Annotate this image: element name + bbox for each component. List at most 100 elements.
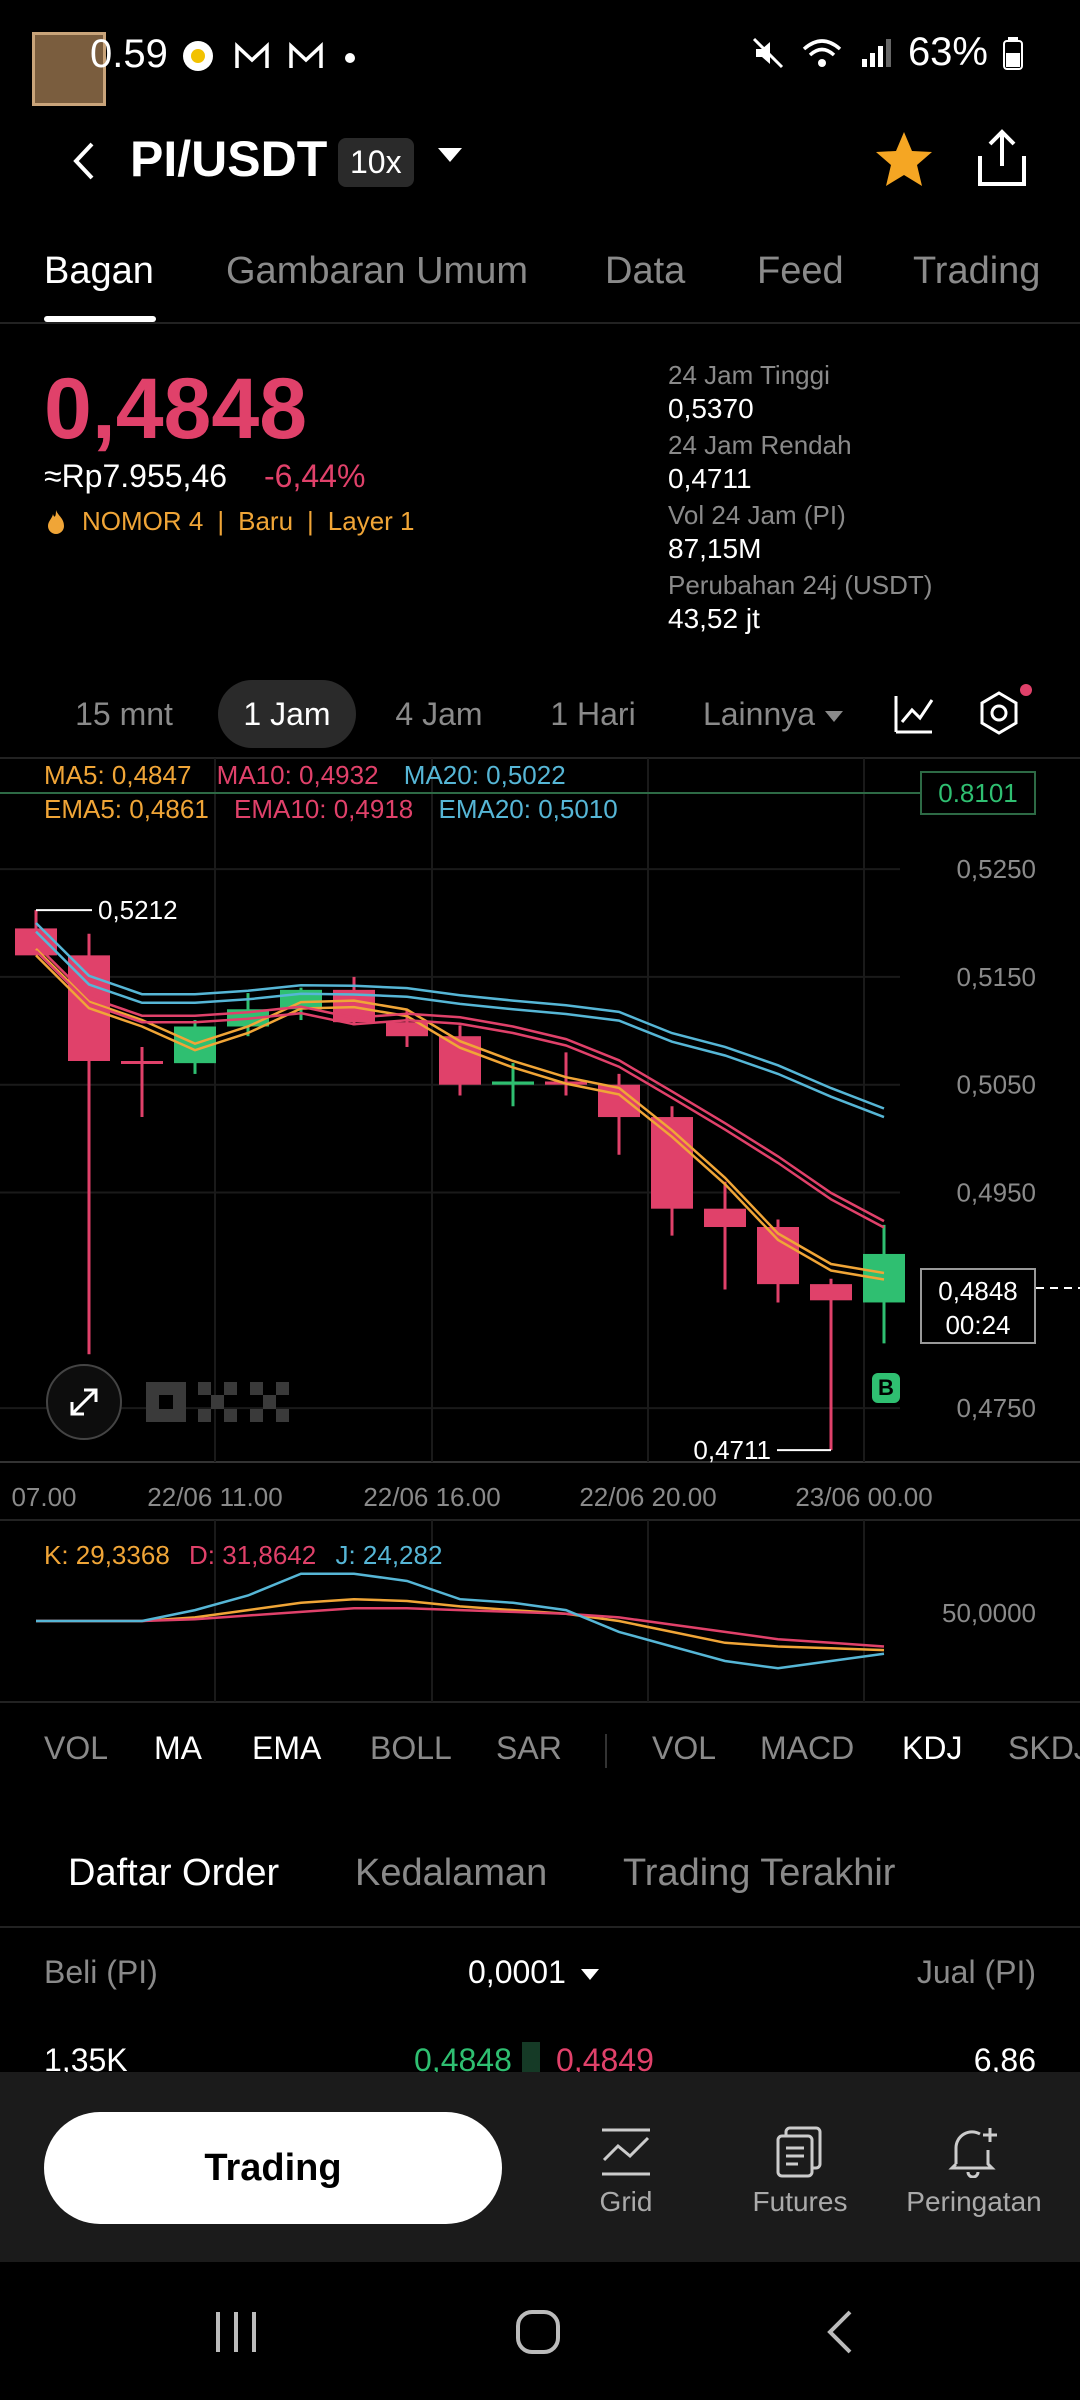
kdj-axis-label: 50,0000 (942, 1598, 1036, 1628)
candle-body (598, 1084, 640, 1118)
tab-trading[interactable]: Trading (913, 250, 1041, 292)
price-chart[interactable]: 0,5250 0,5150 0,5050 0,4950 0,4750 07.00 22/06… (0, 756, 1080, 1706)
x-tick-label: 22/06 20.00 (579, 1482, 716, 1512)
tab-daftar-order[interactable]: Daftar Order (68, 1852, 280, 1894)
candle-body (439, 1036, 481, 1085)
new-tag[interactable]: Baru (238, 506, 294, 536)
tab-gambaran-umum[interactable]: Gambaran Umum (226, 250, 528, 292)
change-percent: -6,44% (264, 458, 366, 494)
orderbook-tabs: Daftar Order Kedalaman Trading Terakhir (0, 1852, 1080, 1928)
candle-body (386, 1022, 428, 1037)
ma-legend: MA5: 0,4847 MA10: 0,4932 MA20: 0,5022 (44, 760, 584, 791)
pair-header: PI/USDT 10x (0, 120, 1080, 210)
candle-countdown: 00:24 (945, 1310, 1011, 1340)
ind-skdj[interactable]: SKDJ (1008, 1730, 1080, 1766)
ma10-value: MA10: 0,4932 (216, 760, 379, 790)
nav-back-icon[interactable] (812, 2302, 872, 2362)
futures-label: Futures (752, 2186, 848, 2217)
buy-marker[interactable]: B (872, 1373, 900, 1403)
mail-icon (235, 41, 269, 68)
tab-bagan[interactable]: Bagan (44, 250, 154, 292)
status-time: 0.59 (90, 32, 168, 76)
interval-1d[interactable]: 1 Hari (550, 696, 636, 732)
ema20-value: EMA20: 0,5010 (438, 794, 618, 824)
notification-icons (178, 36, 360, 76)
interval-4h[interactable]: 4 Jam (395, 696, 483, 732)
ma20-value: MA20: 0,5022 (403, 760, 566, 790)
ma5-line (35, 954, 885, 1281)
grid-button[interactable]: Grid (556, 2126, 696, 2218)
ind-boll[interactable]: BOLL (370, 1730, 452, 1766)
ind-macd[interactable]: MACD (760, 1730, 855, 1766)
interval-more[interactable]: Lainnya (688, 680, 858, 748)
candlestick-chart[interactable]: 0,5250 0,5150 0,5050 0,4950 0,4750 07.00 22/06… (0, 756, 1080, 1706)
ind-ma[interactable]: MA (154, 1730, 202, 1766)
ind-sar[interactable]: SAR (496, 1730, 562, 1766)
main-tabs: Bagan Gambaran Umum Data Feed Trading (0, 240, 1080, 324)
system-nav-bar (0, 2262, 1080, 2400)
tab-trading-terakhir[interactable]: Trading Terakhir (623, 1852, 896, 1894)
back-arrow-icon[interactable] (60, 136, 110, 186)
stats-panel: 24 Jam Tinggi 0,5370 24 Jam Rendah 0,471… (668, 358, 932, 638)
buy-header: Beli (PI) (44, 1954, 158, 1990)
last-price-tag: 0,4848 00:24 (920, 1268, 1036, 1344)
grid-label: Grid (599, 2186, 653, 2217)
ind-vol-sub[interactable]: VOL (652, 1730, 717, 1766)
ind-vol[interactable]: VOL (44, 1730, 109, 1766)
price-step-value: 0,0001 (468, 1954, 566, 1990)
indicator-divider (605, 1734, 607, 1768)
home-icon[interactable] (508, 2302, 568, 2362)
star-icon[interactable] (872, 128, 936, 192)
interval-1h[interactable]: 1 Jam (218, 680, 356, 748)
alert-button[interactable]: Peringatan (904, 2126, 1044, 2218)
ema10-line (35, 943, 885, 1223)
ma10-line (35, 950, 885, 1229)
layer-tag[interactable]: Layer 1 (327, 506, 415, 536)
ema5-value: EMA5: 0,4861 (44, 794, 209, 824)
rank-tag[interactable]: NOMOR 4 (82, 506, 204, 536)
grid-icon (602, 2128, 650, 2176)
y-tick-label: 0,5250 (956, 854, 1036, 884)
pair-dropdown-icon[interactable] (438, 148, 462, 162)
stat-value-volume: 87,15M (668, 533, 762, 564)
chevron-down-icon (825, 711, 844, 723)
tag-separator: | (217, 506, 225, 536)
ind-ema[interactable]: EMA (252, 1730, 322, 1766)
tab-kedalaman[interactable]: Kedalaman (355, 1852, 548, 1894)
settings-icon[interactable] (976, 690, 1022, 736)
expand-icon (70, 1388, 98, 1416)
chevron-down-icon (580, 1969, 599, 1981)
interval-15m[interactable]: 15 mnt (75, 696, 173, 732)
x-tick-label: 07.00 (11, 1482, 76, 1512)
bell-plus-icon (948, 2128, 997, 2178)
futures-button[interactable]: Futures (730, 2126, 870, 2218)
tab-data[interactable]: Data (605, 250, 686, 292)
ema-legend: EMA5: 0,4861 EMA10: 0,4918 EMA20: 0,5010 (44, 794, 636, 825)
dot-icon (345, 53, 355, 63)
ma5-value: MA5: 0,4847 (44, 760, 192, 790)
okx-watermark-logo (146, 1380, 296, 1439)
y-tick-label: 0,5150 (956, 962, 1036, 992)
indicator-chart-icon[interactable] (892, 692, 936, 736)
pair-title[interactable]: PI/USDT (130, 131, 328, 187)
battery-icon (1003, 36, 1023, 70)
share-icon[interactable] (972, 126, 1032, 190)
price-step-select[interactable]: 0,0001 (468, 1954, 599, 1991)
leverage-badge[interactable]: 10x (338, 138, 414, 187)
ema20-line (35, 930, 885, 1119)
indicator-tabs: VOL MA EMA BOLL SAR VOL MACD KDJ SKDJ (0, 1722, 1080, 1782)
stat-label-volume: Vol 24 Jam (PI) (668, 500, 846, 530)
candle-body (121, 1060, 163, 1064)
ind-kdj[interactable]: KDJ (902, 1730, 963, 1766)
kdj-legend: K: 29,3368 D: 31,8642 J: 24,282 (44, 1540, 454, 1571)
trading-button[interactable]: Trading (44, 2112, 502, 2224)
futures-icon (776, 2126, 822, 2178)
fullscreen-button[interactable] (46, 1364, 122, 1440)
tab-feed[interactable]: Feed (757, 250, 844, 292)
recent-apps-icon[interactable] (206, 2302, 266, 2362)
token-tags: NOMOR 4 | Baru | Layer 1 (44, 506, 415, 537)
media-icon (183, 41, 213, 71)
ema10-value: EMA10: 0,4918 (234, 794, 414, 824)
candle-body (757, 1227, 799, 1285)
status-bar: 0.59 63% (0, 0, 1080, 110)
